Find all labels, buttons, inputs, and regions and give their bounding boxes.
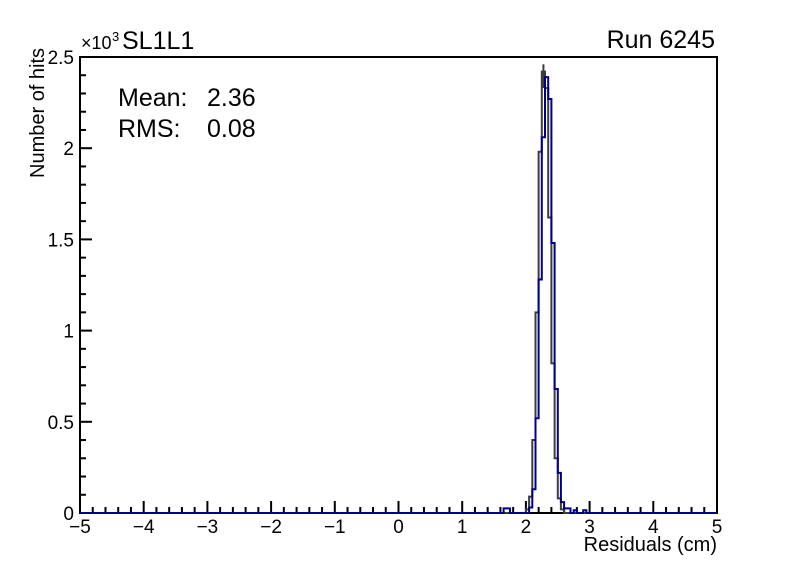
x-tick-label: −2	[260, 517, 282, 538]
histogram-main-blue	[80, 76, 717, 514]
x-tick-label: −4	[133, 517, 155, 538]
x-tick-label: 2	[521, 517, 532, 538]
x-tick-label: 5	[712, 517, 723, 538]
y-tick-label: 0.5	[48, 413, 74, 434]
stat-rms-label: RMS:	[118, 115, 181, 143]
y-tick-label: 2	[63, 139, 74, 160]
x-tick-label: −1	[324, 517, 346, 538]
x-tick-label: 0	[393, 517, 404, 538]
x-tick-label: 4	[648, 517, 659, 538]
x-tick-label: −5	[69, 517, 91, 538]
y-tick-label: 0	[63, 504, 74, 525]
stat-mean-value: 2.36	[207, 84, 256, 112]
x-tick-label: 3	[584, 517, 595, 538]
stat-rms-value: 0.08	[207, 115, 256, 143]
y-tick-label: 1	[63, 322, 74, 343]
plot-title: SL1L1	[122, 27, 194, 55]
stat-mean-label: Mean:	[118, 84, 187, 112]
y-axis-title: Number of hits	[27, 48, 49, 178]
y-axis-multiplier-exponent: 3	[112, 29, 119, 44]
y-axis-multiplier: ×10	[81, 33, 112, 53]
x-tick-label: 1	[457, 517, 468, 538]
y-tick-label: 1.5	[48, 230, 74, 251]
x-axis-title: Residuals (cm)	[584, 534, 717, 556]
y-tick-label: 2.5	[48, 48, 74, 69]
x-tick-label: −3	[197, 517, 219, 538]
run-label: Run 6245	[607, 26, 715, 54]
plot-area: −5 −4 −3 −2 −1 0 1 2 3 4 5 0 0.5 1 1.5 2 2.5	[48, 48, 723, 538]
